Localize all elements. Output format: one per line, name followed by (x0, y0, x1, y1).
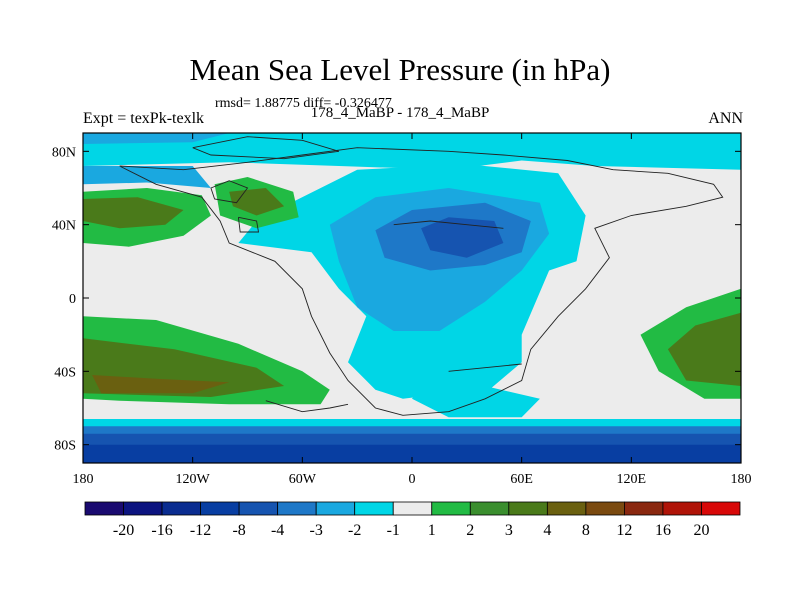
colorbar-label: 2 (466, 522, 474, 539)
chart-title: Mean Sea Level Pressure (in hPa) (189, 52, 611, 87)
coastline-6 (393, 220, 504, 229)
colorbar-swatch (84, 501, 124, 516)
y-tick-label: 80N (52, 145, 76, 160)
colorbar-swatch (315, 501, 356, 516)
colorbar-label: -20 (113, 522, 134, 539)
colorbar-label: -12 (190, 522, 211, 539)
colorbar-swatch (546, 501, 587, 516)
subtitle-label: 178_4_MaBP - 178_4_MaBP (310, 105, 490, 121)
colorbar-label: 1 (428, 522, 436, 539)
coastline-0 (119, 147, 724, 416)
colorbar-swatch (200, 501, 240, 516)
colorbar-label: -4 (271, 522, 284, 539)
colorbar-label: -1 (387, 522, 400, 539)
colorbar-swatch (469, 501, 510, 516)
colorbar-label: 12 (616, 522, 632, 539)
coastline-4 (265, 400, 349, 413)
contour-region-south-pacific-core (92, 375, 230, 394)
colorbar-label: 3 (505, 522, 513, 539)
colorbar-swatch (392, 501, 433, 516)
colorbar-swatch (624, 501, 664, 516)
colorbar-label: 4 (543, 522, 551, 539)
x-tick-label: 120W (176, 472, 211, 487)
colorbar-label: -16 (151, 522, 172, 539)
x-tick-label: 60W (289, 472, 317, 487)
colorbar-label: -2 (348, 522, 361, 539)
contour-region-north-pacific-blue (83, 166, 211, 188)
coastline-1 (192, 136, 340, 160)
colorbar-swatch (662, 501, 702, 516)
contour-region-south-cyan-band (83, 419, 741, 427)
colorbar-swatch (161, 501, 201, 516)
colorbar-label: 16 (655, 522, 671, 539)
coastline-3 (237, 216, 260, 233)
colorbar-swatch (354, 501, 394, 516)
colorbar-swatch (431, 501, 471, 516)
contour-region-continent-core (421, 217, 504, 258)
colorbar-label: 8 (582, 522, 590, 539)
contour-region-south-polar-band-2 (83, 444, 741, 463)
x-tick-label: 180 (731, 472, 752, 487)
x-tick-label: 180 (73, 472, 94, 487)
colorbar-swatch (585, 501, 625, 516)
y-tick-label: 0 (69, 292, 76, 307)
y-tick-label: 80S (54, 439, 76, 454)
colorbar-swatch (508, 501, 548, 516)
coastline-2 (210, 180, 249, 204)
x-tick-label: 120E (617, 472, 647, 487)
colorbar-label: 20 (693, 522, 709, 539)
x-tick-label: 0 (409, 472, 416, 487)
colorbar-swatch (277, 501, 317, 516)
contour-region-south-atlantic-cyan (412, 371, 540, 418)
colorbar-label: -3 (310, 522, 323, 539)
y-tick-label: 40S (54, 365, 76, 380)
contour-region-east-pacific-high (667, 312, 741, 386)
contour-region-north-pacific-high (83, 197, 184, 229)
y-tick-label: 40N (52, 219, 76, 234)
colorbar-swatch (701, 501, 741, 516)
season-label: ANN (708, 110, 743, 127)
contour-region-north-atlantic-high (229, 188, 285, 216)
coastline-5 (448, 363, 522, 372)
x-tick-label: 60E (510, 472, 533, 487)
colorbar-swatch (238, 501, 279, 516)
contour-region-arctic-cyan (83, 133, 741, 170)
contour-region-south-ocean-band (83, 424, 741, 434)
colorbar-label: -8 (232, 522, 245, 539)
experiment-label: Expt = texPk-texlk (83, 110, 205, 127)
colorbar-swatch (123, 501, 163, 516)
rmsd-diff-label: rmsd= 1.88775 diff= -0.326477 (215, 96, 392, 111)
